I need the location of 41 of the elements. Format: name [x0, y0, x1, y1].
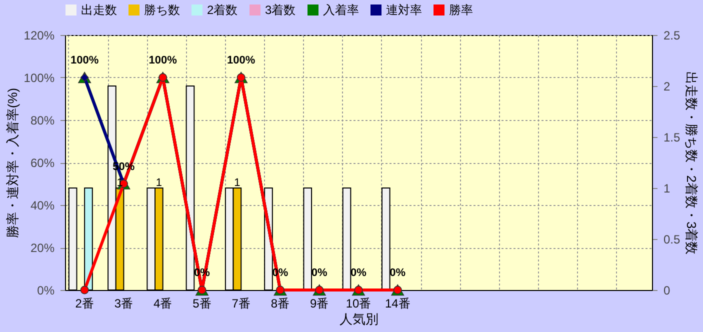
y-tick-label: 60%: [30, 156, 55, 170]
y-tick-label: 40%: [30, 198, 55, 212]
point: [80, 286, 89, 294]
y2-tick-label: 2: [664, 80, 670, 94]
y-tick-label: 100%: [24, 71, 55, 85]
legend-label: 勝ち数: [144, 3, 180, 17]
legend-label: 2着数: [207, 3, 238, 17]
x-axis-title: 人気別: [340, 312, 378, 326]
y-tick-label: 80%: [30, 114, 55, 128]
x-tick-label: 2番: [75, 296, 94, 310]
data-label: 1: [116, 177, 123, 189]
y-axis-title: 勝率・連対率・入着率(%): [4, 88, 20, 238]
x-tick-label: 7番: [232, 296, 250, 310]
legend-label: 入着率: [323, 3, 359, 17]
y2-tick-label: 2.5: [664, 28, 681, 42]
y2-tick-label: 0.5: [664, 232, 681, 246]
data-label: 1: [156, 177, 162, 189]
data-label: 0%: [350, 267, 367, 279]
x-tick-label: 3番: [114, 296, 134, 310]
legend-label: 勝率: [449, 3, 473, 17]
data-label: 1: [234, 177, 240, 189]
y-tick-label: 120%: [24, 28, 55, 42]
y2-tick-label: 0: [664, 284, 670, 298]
x-tick-label: 8番: [270, 296, 290, 310]
y2-tick-label: 1.5: [664, 130, 681, 144]
legend-label: 出走数: [81, 3, 117, 17]
y2-tick-label: 1: [664, 182, 670, 196]
data-label: 0%: [311, 267, 328, 279]
x-tick-label: 14番: [384, 296, 410, 310]
y-tick-label: 0%: [37, 284, 55, 298]
x-tick-label: 9番: [310, 296, 329, 310]
y2-axis-title: 出走数・勝ち数・2着数・3着数: [684, 71, 700, 255]
data-label: 100%: [227, 54, 256, 66]
y-tick-label: 20%: [30, 241, 55, 255]
legend-label: 3着数: [265, 3, 296, 17]
data-label: 100%: [70, 54, 99, 66]
x-tick-label: 5番: [192, 296, 212, 310]
legend-label: 連対率: [386, 3, 422, 17]
x-tick-label: 4番: [153, 296, 172, 310]
data-label: 100%: [148, 54, 178, 66]
x-tick-label: 10番: [346, 296, 372, 310]
